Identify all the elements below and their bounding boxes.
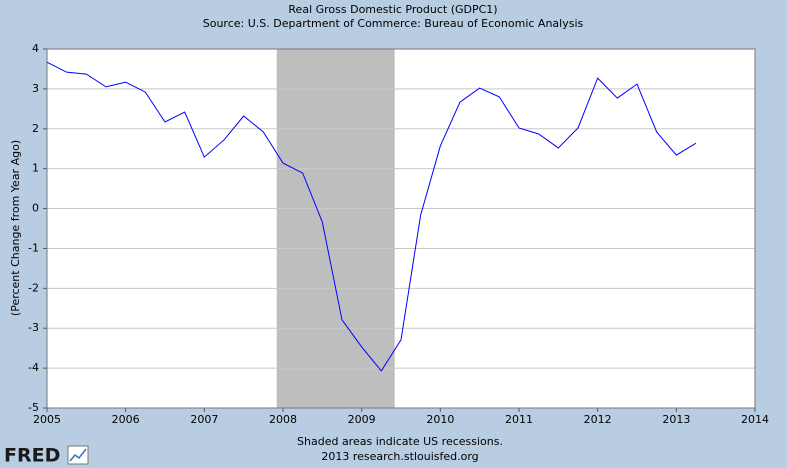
y-tick-label: -3 (28, 321, 39, 334)
x-tick-label: 2005 (33, 413, 61, 426)
x-tick-label: 2007 (190, 413, 218, 426)
x-tick-label: 2009 (348, 413, 376, 426)
plot-area (47, 49, 755, 408)
y-tick-label: -1 (28, 241, 39, 254)
y-tick-label: 4 (32, 42, 39, 55)
y-tick-label: 1 (32, 162, 39, 175)
x-tick-label: 2013 (662, 413, 690, 426)
data-line (46, 61, 697, 372)
chart-title: Real Gross Domestic Product (GDPC1) (288, 3, 497, 16)
note: 2013 research.stlouisfed.org (321, 450, 478, 463)
note: Shaded areas indicate US recessions. (297, 435, 503, 448)
y-tick-label: 3 (32, 82, 39, 95)
logo-icon (67, 445, 89, 465)
y-tick-label: 0 (32, 202, 39, 215)
y-tick-label: -2 (28, 281, 39, 294)
x-tick-label: 2011 (505, 413, 533, 426)
y-tick-label: -5 (28, 401, 39, 414)
x-tick-label: 2008 (269, 413, 297, 426)
y-tick-label: -4 (28, 361, 39, 374)
logo: FRED (4, 445, 60, 467)
x-tick-label: 2014 (741, 413, 769, 426)
y-tick-label: 2 (32, 122, 39, 135)
chart-subtitle: Source: U.S. Department of Commerce: Bur… (203, 17, 584, 30)
recession-shade (276, 49, 395, 408)
plot-border (46, 48, 756, 409)
y-axis-label: (Percent Change from Year Ago) (9, 140, 22, 316)
x-tick-label: 2006 (112, 413, 140, 426)
x-tick-label: 2010 (426, 413, 454, 426)
x-tick-label: 2012 (584, 413, 612, 426)
